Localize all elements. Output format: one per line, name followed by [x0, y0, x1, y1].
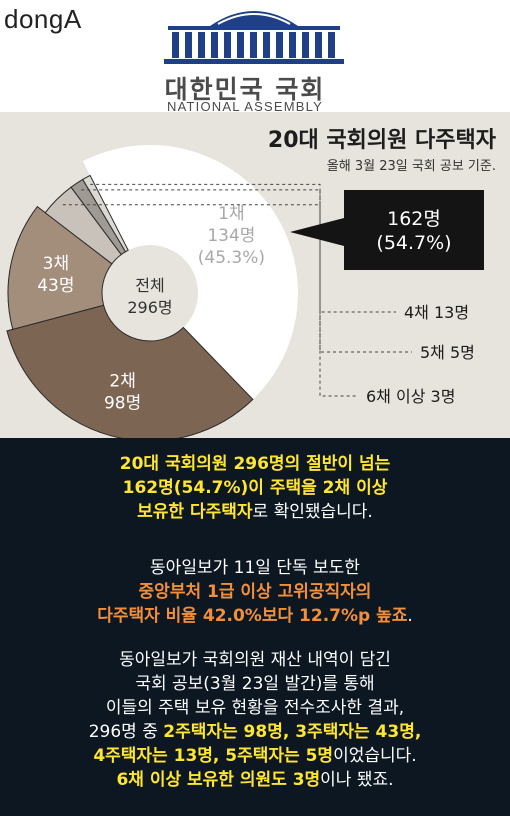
center-total: 296명 [127, 298, 172, 317]
body-text: 동아일보가 국회의원 재산 내역이 담긴 [119, 650, 391, 670]
slice-2 [6, 304, 254, 438]
text-line: 4주택자는 13명, 5주택자는 5명이었습니다. [0, 744, 510, 768]
text-line: 6채 이상 보유한 의원도 3명이나 됐죠. [0, 768, 510, 792]
multi-home-callout: 162명 (54.7%) [344, 190, 484, 270]
header: dongA 대한민국 국회 NATIONAL ASSEMBLY [0, 0, 510, 114]
text-line: 다주택자 비율 42.0%보다 12.7%p 높죠. [0, 604, 510, 628]
leader-line [90, 183, 358, 397]
national-assembly-emblem [164, 11, 344, 64]
text-line: 296명 중 2주택자는 98명, 3주택자는 43명, [0, 720, 510, 744]
highlight-text: 4주택자는 13명, 5주택자는 5명 [93, 746, 334, 766]
slice-label: 43명 [37, 276, 74, 296]
text-line: 중앙부처 1급 이상 고위공직자의 [0, 580, 510, 604]
leader-line [81, 189, 412, 353]
slice-label: 134명 [207, 226, 255, 246]
body-text: 296명 중 [88, 722, 164, 742]
callout-pointer [290, 218, 344, 246]
highlight-text: 중앙부처 1급 이상 고위공직자의 [138, 582, 372, 602]
body-text: 동아일보가 11일 단독 보도한 [150, 558, 360, 578]
assembly-name-korean: 대한민국 국회 [164, 75, 326, 104]
highlight-text: 2주택자는 98명, 3주택자는 43명, [163, 722, 422, 742]
donga-logo: dongA [4, 4, 82, 34]
text-line: 동아일보가 국회의원 재산 내역이 담긴 [0, 648, 510, 672]
body-text: 이나 됐죠. [320, 770, 394, 790]
text-line: 보유한 다주택자로 확인됐습니다. [0, 500, 510, 524]
text-line: 이들의 주택 보유 현황을 전수조사한 결과, [0, 696, 510, 720]
text-line: 162명(54.7%)이 주택을 2채 이상 [0, 476, 510, 500]
body-text: 이들의 주택 보유 현황을 전수조사한 결과, [105, 698, 405, 718]
highlight-text: 162명(54.7%)이 주택을 2채 이상 [122, 478, 388, 498]
highlight-text: 20대 국회의원 296명의 절반이 넘는 [119, 454, 391, 474]
external-label: 5채 5명 [420, 343, 475, 362]
text-line: 동아일보가 11일 단독 보도한 [0, 556, 510, 580]
chart-title: 20대 국회의원 다주택자 [267, 128, 496, 153]
slice-label: 1채 [218, 204, 244, 224]
highlight-text: 6채 이상 보유한 의원도 3명 [116, 770, 321, 790]
callout-count: 162명 [387, 208, 441, 230]
chart-subtitle: 올해 3월 23일 국회 공보 기준. [326, 159, 496, 174]
callout-percent: (54.7%) [376, 232, 452, 254]
article-text: 20대 국회의원 296명의 절반이 넘는 162명(54.7%)이 주택을 2채… [0, 438, 510, 816]
body-text: . [407, 606, 413, 626]
slice-label: 2채 [109, 371, 135, 391]
highlight-text: 다주택자 비율 42.0%보다 12.7%p 높죠 [97, 606, 408, 626]
center-label: 전체 [135, 276, 164, 295]
text-line: 20대 국회의원 296명의 절반이 넘는 [0, 452, 510, 476]
slice-label: (45.3%) [198, 248, 265, 268]
highlight-text: 보유한 다주택자 [137, 502, 253, 522]
paragraph-2: 동아일보가 11일 단독 보도한 중앙부처 1급 이상 고위공직자의 다주택자 비율… [0, 556, 510, 628]
paragraph-1: 20대 국회의원 296명의 절반이 넘는 162명(54.7%)이 주택을 2채… [0, 452, 510, 524]
text-line: 국회 공보(3월 23일 발간)를 통해 [0, 672, 510, 696]
slice-3 [7, 205, 113, 330]
slice-label: 3채 [43, 254, 69, 274]
slice-label: 98명 [104, 393, 141, 413]
assembly-name-english: NATIONAL ASSEMBLY [167, 99, 323, 114]
body-text: 로 확인됐습니다. [252, 502, 373, 522]
slice-1 [82, 144, 299, 400]
external-label: 4채 13명 [404, 303, 469, 322]
external-label: 6채 이상 3명 [366, 387, 455, 406]
slice-6 [82, 174, 129, 253]
leader-line [62, 204, 396, 313]
body-text: 이었습니다. [333, 746, 417, 766]
body-text: 국회 공보(3월 23일 발간)를 통해 [135, 674, 375, 694]
